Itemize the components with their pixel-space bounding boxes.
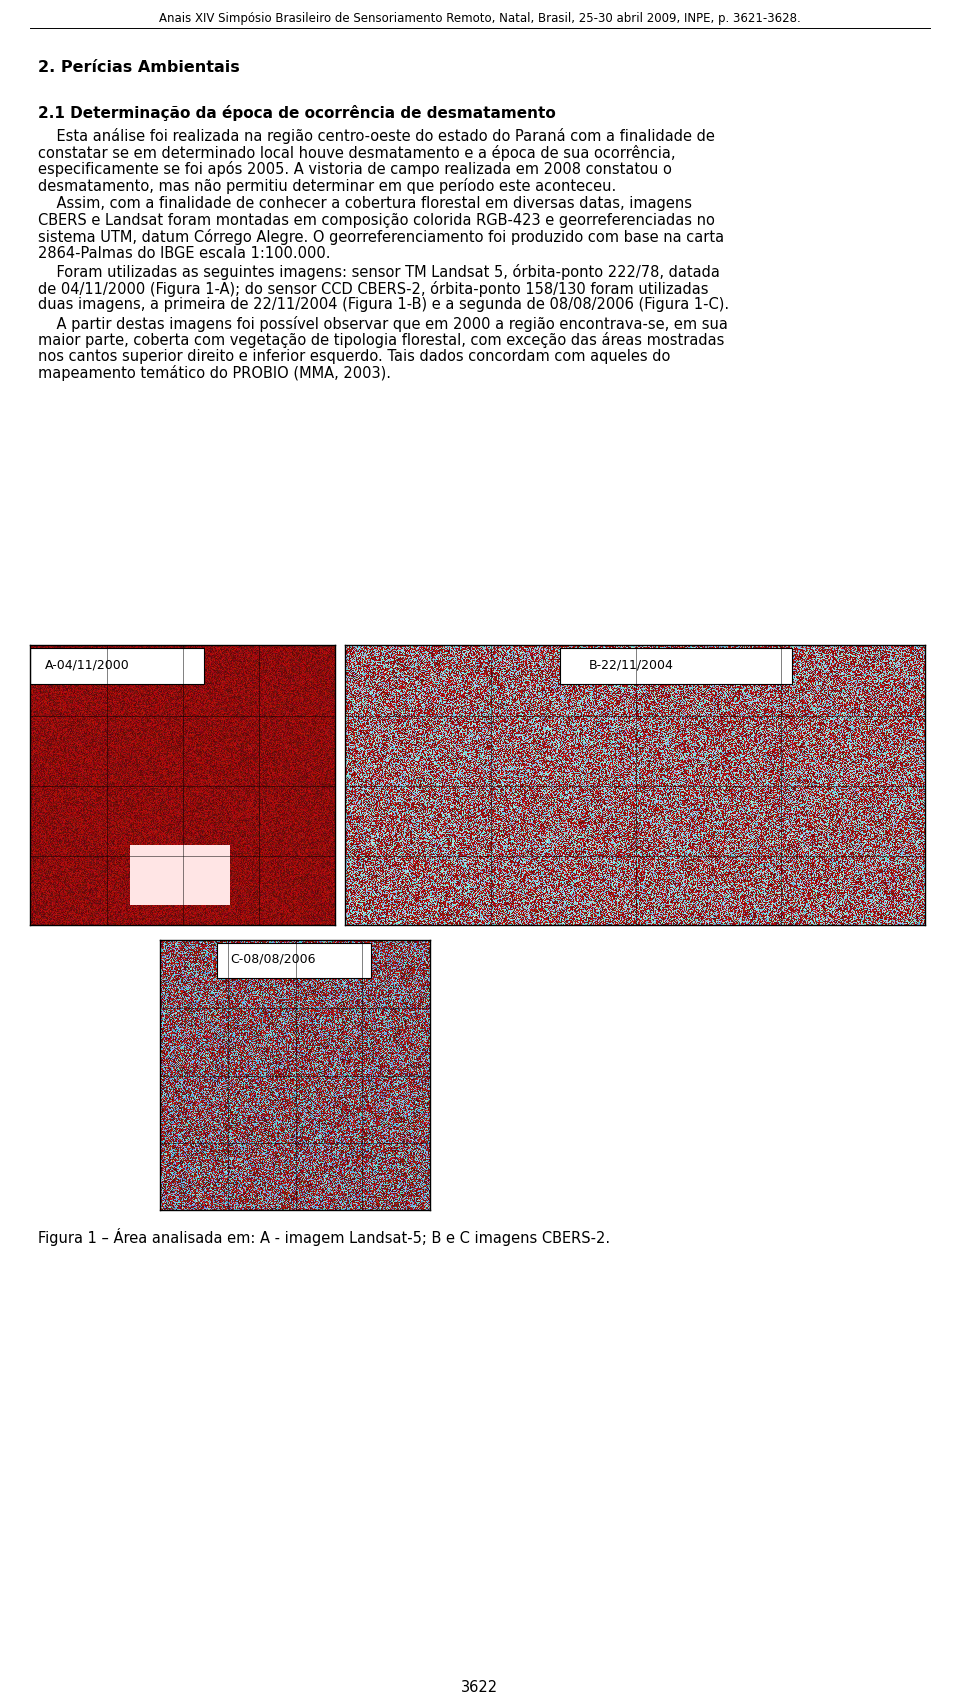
Text: 2. Perícias Ambientais: 2. Perícias Ambientais (38, 60, 240, 75)
Text: Anais XIV Simpósio Brasileiro de Sensoriamento Remoto, Natal, Brasil, 25-30 abri: Anais XIV Simpósio Brasileiro de Sensori… (159, 12, 801, 26)
Text: C-08/08/2006: C-08/08/2006 (230, 952, 316, 966)
Text: Assim, com a finalidade de conhecer a cobertura florestal em diversas datas, ima: Assim, com a finalidade de conhecer a co… (38, 196, 692, 211)
Text: Figura 1 – Área analisada em: A - imagem Landsat-5; B e C imagens CBERS-2.: Figura 1 – Área analisada em: A - imagem… (38, 1227, 611, 1246)
Text: especificamente se foi após 2005. A vistoria de campo realizada em 2008 constato: especificamente se foi após 2005. A vist… (38, 162, 672, 177)
FancyBboxPatch shape (217, 944, 371, 978)
Text: duas imagens, a primeira de 22/11/2004 (Figura 1-B) e a segunda de 08/08/2006 (F: duas imagens, a primeira de 22/11/2004 (… (38, 298, 730, 313)
Text: 2.1 Determinação da época de ocorrência de desmatamento: 2.1 Determinação da época de ocorrência … (38, 105, 556, 121)
Text: A partir destas imagens foi possível observar que em 2000 a região encontrava-se: A partir destas imagens foi possível obs… (38, 316, 728, 332)
FancyBboxPatch shape (30, 648, 204, 683)
Text: B-22/11/2004: B-22/11/2004 (588, 658, 674, 672)
Text: sistema UTM, datum Córrego Alegre. O georreferenciamento foi produzido com base : sistema UTM, datum Córrego Alegre. O geo… (38, 230, 724, 245)
Text: constatar se em determinado local houve desmatamento e a época de sua ocorrência: constatar se em determinado local houve … (38, 144, 676, 160)
Text: mapeamento temático do PROBIO (MMA, 2003).: mapeamento temático do PROBIO (MMA, 2003… (38, 366, 391, 381)
Text: A-04/11/2000: A-04/11/2000 (45, 658, 130, 672)
Text: 2864-Palmas do IBGE escala 1:100.000.: 2864-Palmas do IBGE escala 1:100.000. (38, 245, 330, 260)
Text: Foram utilizadas as seguintes imagens: sensor TM Landsat 5, órbita-ponto 222/78,: Foram utilizadas as seguintes imagens: s… (38, 264, 720, 280)
Text: maior parte, coberta com vegetação de tipologia florestal, com exceção das áreas: maior parte, coberta com vegetação de ti… (38, 332, 725, 348)
Text: desmatamento, mas não permitiu determinar em que período este aconteceu.: desmatamento, mas não permitiu determina… (38, 177, 616, 194)
Text: Esta análise foi realizada na região centro-oeste do estado do Paraná com a fina: Esta análise foi realizada na região cen… (38, 128, 715, 144)
Text: 3622: 3622 (462, 1680, 498, 1695)
Text: CBERS e Landsat foram montadas em composição colorida RGB-423 e georreferenciada: CBERS e Landsat foram montadas em compos… (38, 212, 715, 228)
FancyBboxPatch shape (560, 648, 792, 683)
Text: de 04/11/2000 (Figura 1-A); do sensor CCD CBERS-2, órbita-ponto 158/130 foram ut: de 04/11/2000 (Figura 1-A); do sensor CC… (38, 280, 708, 296)
Text: nos cantos superior direito e inferior esquerdo. Tais dados concordam com aquele: nos cantos superior direito e inferior e… (38, 348, 670, 364)
